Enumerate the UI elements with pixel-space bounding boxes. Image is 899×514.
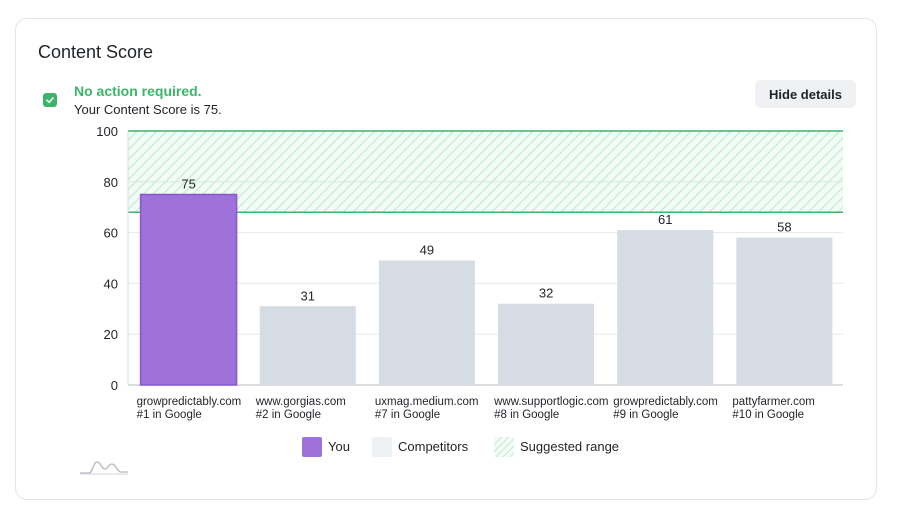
suggested-range-band [128,131,843,213]
x-tick-domain: growpredictably.com [613,396,718,408]
bar-value-label: 49 [420,243,434,258]
y-tick-label: 60 [104,226,118,241]
bar-value-label: 31 [301,288,315,303]
y-tick-label: 0 [111,378,118,393]
x-tick-rank: #7 in Google [375,409,440,421]
x-tick-domain: pattyfarmer.com [732,396,814,408]
legend-label-suggested-range: Suggested range [520,439,620,454]
sparkline-icon [80,461,128,475]
bar-6 [736,237,833,385]
x-tick-domain: www.gorgias.com [255,396,346,408]
x-tick-rank: #9 in Google [613,409,678,421]
card-title: Content Score [38,42,154,62]
bar-3 [378,260,475,385]
x-tick-rank: #1 in Google [137,409,202,421]
y-tick-label: 80 [104,175,118,190]
hide-details-button[interactable]: Hide details [755,80,856,108]
bar-2 [259,306,356,385]
bar-value-label: 32 [539,286,553,301]
x-tick-rank: #2 in Google [256,409,321,421]
legend-label-competitors: Competitors [398,439,469,454]
y-tick-label: 40 [104,276,118,291]
x-tick-rank: #10 in Google [732,409,804,421]
x-tick-domain: growpredictably.com [137,396,242,408]
legend-label-you: You [328,439,350,454]
x-tick-domain: uxmag.medium.com [375,396,479,408]
legend-swatch-competitors [372,437,392,457]
x-tick-rank: #8 in Google [494,409,559,421]
status-message: Your Content Score is 75. [74,102,222,117]
status-title: No action required. [74,83,202,99]
y-tick-label: 20 [104,327,118,342]
legend-swatch-suggested-range [494,437,514,457]
legend-swatch-you [302,437,322,457]
bar-value-label: 75 [181,177,195,192]
bar-4 [498,303,595,385]
y-tick-label: 100 [96,124,118,139]
x-tick-domain: www.supportlogic.com [493,396,608,408]
bar-value-label: 61 [658,212,672,227]
bar-5 [617,230,714,385]
bar-value-label: 58 [777,220,791,235]
check-icon [43,93,57,107]
bar-1 [139,193,238,386]
